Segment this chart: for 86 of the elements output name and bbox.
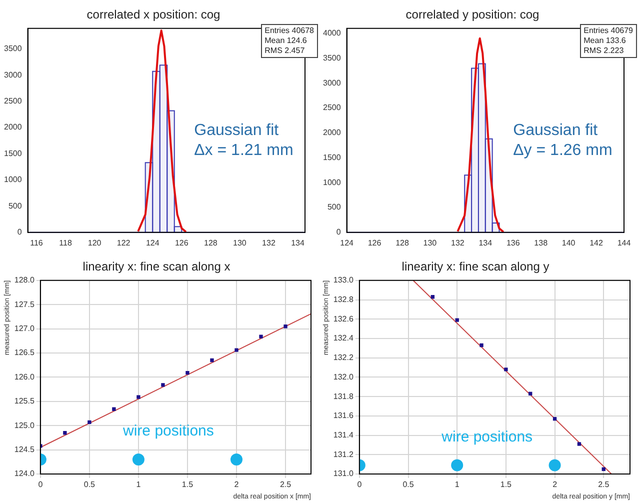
x-tick-label: 126 bbox=[368, 238, 382, 248]
y-tick-label: 132.2 bbox=[333, 353, 354, 362]
y-tick-label: 127.5 bbox=[14, 300, 35, 309]
y-tick-label: 3000 bbox=[4, 70, 22, 80]
x-tick-label: 134 bbox=[291, 238, 305, 248]
x-tick-label: 128 bbox=[396, 238, 410, 248]
y-tick-label: 3000 bbox=[323, 78, 342, 88]
x-tick-label: 116 bbox=[30, 238, 44, 248]
y-tick-label: 132.8 bbox=[333, 294, 354, 304]
y-tick-label: 127.0 bbox=[14, 324, 35, 334]
y-tick-label: 131.4 bbox=[333, 430, 354, 440]
y-tick-label: 131.2 bbox=[333, 450, 354, 459]
x-tick-label: 1.5 bbox=[182, 480, 194, 490]
x-tick-label: 124 bbox=[340, 238, 354, 248]
chart-title: linearity x: fine scan along y bbox=[402, 260, 550, 274]
x-tick-label: 2 bbox=[552, 480, 558, 490]
y-tick-label: 2500 bbox=[323, 103, 342, 112]
x-tick-label: 122 bbox=[116, 238, 131, 248]
annotation: RMS 2.223 bbox=[584, 46, 625, 56]
y-tick-label: 2000 bbox=[4, 122, 22, 132]
x-tick-label: 138 bbox=[534, 238, 548, 248]
annotation: Gaussian fit bbox=[513, 122, 598, 139]
x-tick-label: 2 bbox=[234, 480, 240, 490]
x-tick-label: 132 bbox=[262, 238, 276, 248]
y-tick-label: 124.0 bbox=[14, 469, 35, 478]
annotation: Δx = 1.21 mm bbox=[194, 142, 294, 159]
chart-title: linearity x: fine scan along x bbox=[82, 260, 230, 274]
y-tick-label: 131.8 bbox=[333, 392, 354, 401]
x-tick-label: 2.5 bbox=[280, 480, 292, 490]
x-tick-label: 132 bbox=[451, 238, 465, 248]
x-tick-label: 0 bbox=[38, 480, 44, 490]
y-tick-label: 125.5 bbox=[14, 396, 35, 406]
y-tick-label: 2000 bbox=[323, 128, 342, 138]
y-tick-label: 1500 bbox=[4, 148, 22, 158]
x-tick-label: 1 bbox=[454, 480, 460, 490]
y-tick-label: 0 bbox=[17, 228, 22, 237]
y-tick-label: 1500 bbox=[323, 152, 342, 162]
y-tick-label: 1000 bbox=[323, 178, 342, 187]
y-tick-label: 0 bbox=[336, 228, 342, 237]
x-tick-label: 136 bbox=[506, 238, 520, 248]
series-label: wire positions bbox=[122, 422, 214, 440]
x-tick-label: 2.5 bbox=[598, 480, 610, 490]
x-tick-label: 126 bbox=[174, 238, 189, 248]
y-tick-label: 125.0 bbox=[14, 420, 35, 430]
annotation: Δy = 1.26 mm bbox=[513, 142, 612, 159]
y-tick-label: 500 bbox=[327, 202, 342, 212]
chart-title: correlated x position: cog bbox=[86, 8, 220, 22]
x-tick-label: 124 bbox=[146, 238, 160, 248]
x-tick-label: 130 bbox=[233, 238, 247, 248]
y-tick-label: 126.0 bbox=[14, 372, 35, 382]
y-tick-label: 2500 bbox=[4, 96, 22, 106]
x-tick-label: 0.5 bbox=[402, 480, 414, 490]
annotation: Mean 133.6 bbox=[584, 36, 627, 46]
annotation: Entries 40679 bbox=[584, 26, 633, 36]
y-tick-label: 1000 bbox=[4, 175, 22, 184]
y-tick-label: 133.0 bbox=[333, 276, 354, 285]
x-tick-label: 0.5 bbox=[84, 480, 96, 490]
x-tick-label: 1.5 bbox=[500, 480, 512, 490]
y-tick-label: 124.5 bbox=[14, 445, 35, 454]
x-tick-label: 120 bbox=[88, 238, 102, 248]
y-tick-label: 3500 bbox=[323, 53, 342, 62]
y-tick-label: 4000 bbox=[323, 28, 342, 38]
chart-title: correlated y position: cog bbox=[406, 8, 540, 22]
y-tick-label: 131.0 bbox=[333, 469, 354, 478]
y-tick-label: 132.4 bbox=[333, 334, 354, 343]
annotation: RMS 2.457 bbox=[264, 46, 306, 56]
x-tick-label: 142 bbox=[590, 238, 604, 248]
x-tick-label: 144 bbox=[617, 238, 632, 248]
y-tick-label: 132.0 bbox=[333, 372, 354, 382]
x-tick-label: 118 bbox=[59, 238, 72, 248]
y-tick-label: 131.6 bbox=[333, 411, 354, 420]
y-tick-label: 128.0 bbox=[14, 276, 35, 285]
y-tick-label: 500 bbox=[8, 201, 22, 210]
x-tick-label: 134 bbox=[478, 238, 493, 248]
annotation: Entries 40678 bbox=[264, 26, 314, 36]
y-tick-label: 126.5 bbox=[14, 348, 35, 358]
y-tick-label: 132.6 bbox=[333, 314, 354, 324]
annotation: Gaussian fit bbox=[194, 122, 280, 139]
annotation: Mean 124.6 bbox=[264, 36, 308, 46]
x-tick-label: 1 bbox=[136, 480, 142, 490]
series-label: wire positions bbox=[440, 428, 533, 446]
x-tick-label: 128 bbox=[204, 238, 218, 248]
x-tick-label: 130 bbox=[423, 238, 438, 248]
x-tick-label: 0 bbox=[357, 480, 362, 490]
y-tick-label: 3500 bbox=[4, 44, 22, 54]
x-tick-label: 140 bbox=[562, 238, 576, 248]
